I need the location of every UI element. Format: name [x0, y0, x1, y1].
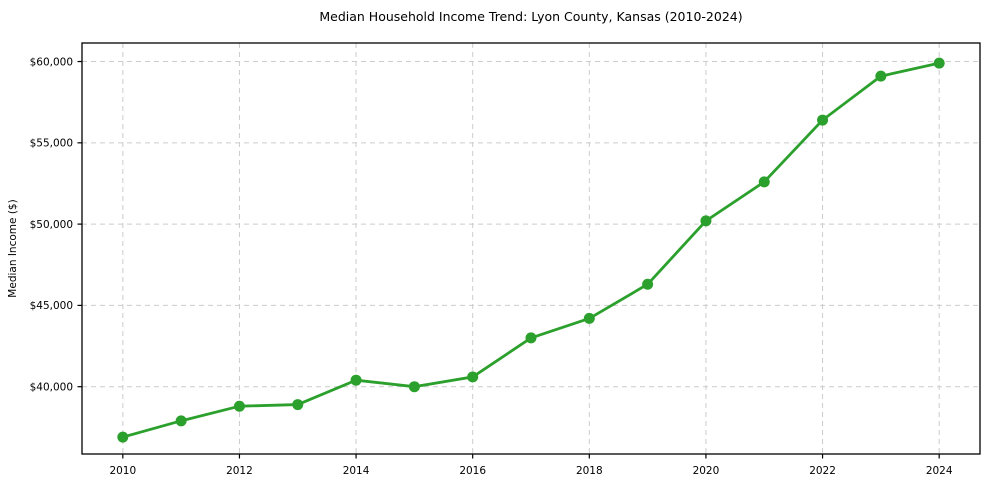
data-point [933, 57, 945, 69]
data-point [642, 278, 654, 290]
x-axis-tick-label: 2020 [693, 465, 720, 477]
data-point [758, 176, 770, 188]
y-axis-tick-label: $45,000 [30, 300, 73, 312]
series-line [121, 61, 941, 439]
data-point [175, 415, 187, 427]
x-axis-tick-label: 2014 [343, 465, 370, 477]
data-point [583, 312, 595, 324]
y-axis-tick-label: $40,000 [30, 381, 73, 393]
y-axis-title: Median Income ($) [7, 199, 19, 297]
y-axis-tick-label: $55,000 [30, 138, 73, 150]
data-point [467, 371, 479, 383]
data-point [292, 399, 304, 411]
x-axis-tick-label: 2016 [459, 465, 486, 477]
data-point [233, 400, 245, 412]
y-axis-tick-label: $60,000 [30, 56, 73, 68]
plot-border [81, 42, 981, 455]
series-layer [117, 57, 945, 443]
axes-layer: 2010 2012 2014 2016 2018 2020 2022 2024 $40,000 $… [30, 42, 981, 477]
chart-title: Median Household Income Trend: Lyon Coun… [319, 9, 742, 24]
data-point [525, 332, 537, 344]
data-point [117, 431, 129, 443]
x-axis-tick-label: 2018 [576, 465, 603, 477]
x-axis-tick-label: 2024 [926, 465, 953, 477]
data-point [817, 114, 829, 126]
data-point [700, 215, 712, 227]
data-point [350, 374, 362, 386]
x-axis-tick-label: 2010 [109, 465, 136, 477]
data-point [875, 70, 887, 82]
data-point [408, 381, 420, 393]
y-axis-tick-label: $50,000 [30, 219, 73, 231]
x-axis-tick-label: 2012 [226, 465, 253, 477]
x-axis-tick-label: 2022 [809, 465, 836, 477]
